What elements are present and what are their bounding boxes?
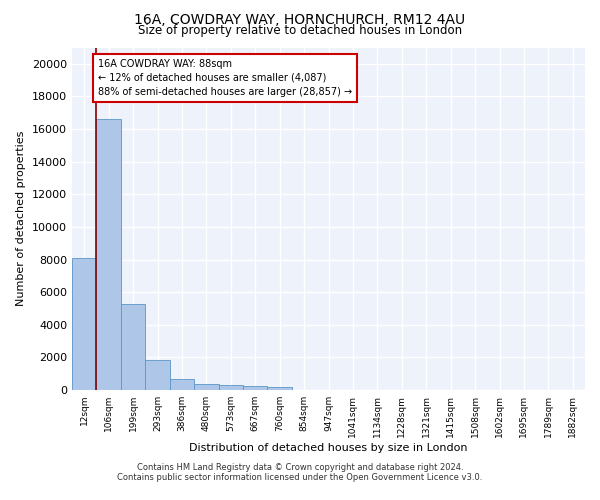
Text: Size of property relative to detached houses in London: Size of property relative to detached ho…	[138, 24, 462, 37]
X-axis label: Distribution of detached houses by size in London: Distribution of detached houses by size …	[189, 442, 468, 452]
Y-axis label: Number of detached properties: Number of detached properties	[16, 131, 26, 306]
Bar	[243, 386, 268, 390]
Text: Contains public sector information licensed under the Open Government Licence v3: Contains public sector information licen…	[118, 474, 482, 482]
Bar	[145, 360, 170, 390]
Text: Contains HM Land Registry data © Crown copyright and database right 2024.: Contains HM Land Registry data © Crown c…	[137, 462, 463, 471]
Bar	[97, 120, 121, 390]
Bar	[121, 304, 145, 390]
Bar	[218, 386, 243, 390]
Bar	[194, 384, 218, 390]
Text: 16A COWDRAY WAY: 88sqm
← 12% of detached houses are smaller (4,087)
88% of semi-: 16A COWDRAY WAY: 88sqm ← 12% of detached…	[98, 59, 352, 97]
Bar	[268, 386, 292, 390]
Text: 16A, COWDRAY WAY, HORNCHURCH, RM12 4AU: 16A, COWDRAY WAY, HORNCHURCH, RM12 4AU	[134, 12, 466, 26]
Bar	[72, 258, 97, 390]
Bar	[170, 378, 194, 390]
